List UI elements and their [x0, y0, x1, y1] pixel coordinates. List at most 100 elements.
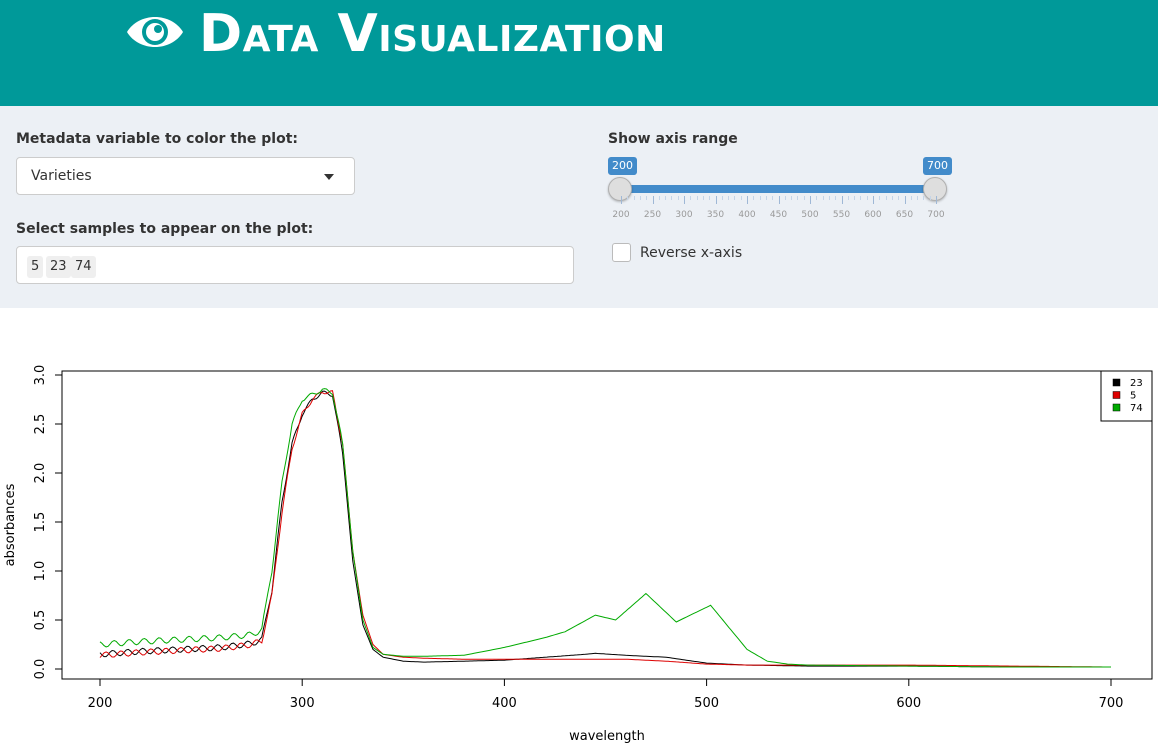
slider-minor-tick [891, 196, 893, 200]
page-title: Data Visualization [199, 4, 666, 64]
slider-minor-tick [702, 196, 704, 200]
slider-tick [778, 196, 780, 204]
legend-label: 5 [1130, 391, 1136, 402]
slider-tick-label: 650 [895, 210, 914, 220]
slider-minor-tick [696, 196, 698, 200]
slider-minor-tick [847, 196, 849, 200]
slider-max-handle[interactable] [923, 177, 947, 201]
slider-tick [715, 196, 717, 204]
slider-minor-tick [860, 196, 862, 200]
slider-minor-tick [803, 196, 805, 200]
sample-chip[interactable]: 74 [71, 256, 96, 278]
slider-minor-tick [658, 196, 660, 200]
x-tick-label: 300 [290, 696, 315, 711]
slider-minor-tick [797, 196, 799, 200]
sample-chip[interactable]: 23 [46, 256, 71, 278]
slider-minor-tick [835, 196, 837, 200]
slider-bar[interactable] [620, 185, 935, 193]
slider-tick [936, 196, 937, 204]
legend-swatch [1112, 403, 1121, 412]
slider-minor-tick [784, 196, 786, 200]
slider-tick-label: 700 [927, 210, 945, 220]
metadata-select-value: Varieties [31, 168, 92, 184]
legend-label: 23 [1130, 378, 1143, 389]
slider-minor-tick [627, 196, 629, 200]
slider-max-badge: 700 [923, 157, 952, 175]
slider-tick [652, 196, 654, 204]
slider-tick-label: 450 [769, 210, 788, 220]
metadata-select[interactable]: Varieties [16, 157, 355, 195]
sample-chip[interactable]: 5 [27, 256, 44, 278]
y-tick-label: 0.5 [33, 610, 48, 631]
slider-minor-tick [822, 196, 824, 200]
reverse-x-checkbox[interactable] [612, 243, 631, 262]
slider-minor-tick [765, 196, 767, 200]
x-tick-label: 400 [492, 696, 517, 711]
legend-swatch [1112, 391, 1121, 399]
legend-swatch [1112, 378, 1121, 387]
slider-minor-tick [690, 196, 692, 200]
metadata-label: Metadata variable to color the plot: [16, 131, 299, 147]
axis-range-label: Show axis range [608, 131, 738, 147]
slider-minor-tick [633, 196, 635, 200]
legend-label: 74 [1130, 403, 1143, 414]
series-line-23 [99, 390, 1111, 668]
slider-tick-label: 250 [643, 210, 662, 220]
absorbance-chart: 200 300 400 500 600 700 wavelength 0.0 0.5 1.0 1.5… [3, 365, 1153, 744]
slider-minor-tick [734, 196, 736, 200]
x-tick-label: 600 [896, 696, 921, 711]
slider-tick-label: 400 [738, 210, 756, 220]
slider-minor-tick [759, 196, 761, 200]
slider-minor-tick [866, 196, 868, 200]
samples-multiselect[interactable]: 5 23 74 [16, 246, 574, 284]
slider-minor-tick [885, 196, 887, 200]
y-tick-label: 0.0 [33, 659, 48, 680]
slider-minor-tick [753, 196, 755, 200]
y-axis-label: absorbances [3, 483, 18, 566]
chevron-down-icon [324, 174, 334, 180]
slider-minor-tick [879, 196, 881, 200]
y-tick-label: 2.5 [33, 414, 48, 435]
series-line-74 [99, 388, 1111, 668]
plot-frame [61, 370, 1153, 680]
reverse-x-label: Reverse x-axis [640, 245, 743, 261]
slider-ticks: 200 250 300 350 400 450 500 550 600 650 700 [608, 196, 953, 224]
slider-minor-tick [639, 196, 641, 200]
slider-tick-label: 350 [706, 210, 725, 220]
slider-minor-tick [910, 196, 912, 200]
controls-panel: Metadata variable to color the plot: Var… [0, 106, 1158, 308]
slider-minor-tick [791, 196, 793, 200]
axis-range-slider[interactable]: 200 700 200 250 300 350 400 450 500 550 600 650 70… [608, 156, 953, 226]
slider-minor-tick [917, 196, 919, 200]
slider-tick-label: 200 [612, 210, 630, 220]
plot-area: 200 300 400 500 600 700 wavelength 0.0 0.5 1.0 1.5… [0, 308, 1158, 750]
slider-minor-tick [929, 196, 931, 200]
eye-icon [127, 17, 183, 47]
slider-tick-label: 300 [675, 210, 693, 220]
slider-minor-tick [721, 196, 723, 200]
x-tick-label: 200 [88, 696, 113, 711]
x-tick-label: 500 [694, 696, 719, 711]
slider-minor-tick [816, 196, 818, 200]
slider-tick [747, 196, 748, 204]
slider-tick-label: 550 [832, 210, 851, 220]
y-tick-label: 2.0 [33, 463, 48, 484]
slider-minor-tick [646, 196, 648, 200]
x-axis-label: wavelength [569, 729, 645, 744]
slider-minor-tick [854, 196, 856, 200]
slider-minor-tick [671, 196, 673, 200]
samples-label: Select samples to appear on the plot: [16, 221, 314, 237]
slider-minor-tick [828, 196, 830, 200]
slider-minor-tick [677, 196, 679, 200]
slider-tick [621, 196, 622, 204]
slider-tick-label: 500 [801, 210, 819, 220]
slider-min-badge: 200 [608, 157, 637, 175]
slider-tick [841, 196, 843, 204]
slider-tick [904, 196, 906, 204]
series-line-5 [99, 390, 1111, 668]
slider-minor-tick [709, 196, 711, 200]
y-tick-label: 1.5 [33, 512, 48, 533]
legend-box [1100, 370, 1153, 422]
y-tick-label: 1.0 [33, 561, 48, 582]
slider-minor-tick [665, 196, 667, 200]
